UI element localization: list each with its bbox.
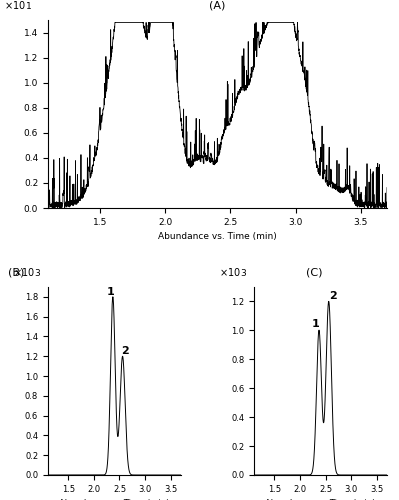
Text: (B): (B): [8, 268, 24, 278]
Text: $\times$10: $\times$10: [219, 266, 241, 278]
Text: 1: 1: [107, 287, 114, 297]
Text: (C): (C): [306, 268, 322, 278]
Text: 2: 2: [121, 346, 128, 356]
Text: 2: 2: [330, 290, 337, 300]
Text: 1: 1: [312, 320, 319, 330]
Text: $\times$10: $\times$10: [4, 0, 26, 10]
X-axis label: Abundance vs. Time (min): Abundance vs. Time (min): [158, 232, 277, 241]
Text: 1: 1: [26, 2, 32, 11]
Text: 3: 3: [35, 268, 40, 278]
Text: $\times$10: $\times$10: [13, 266, 35, 278]
Text: (A): (A): [209, 0, 226, 10]
Text: 3: 3: [241, 268, 247, 278]
